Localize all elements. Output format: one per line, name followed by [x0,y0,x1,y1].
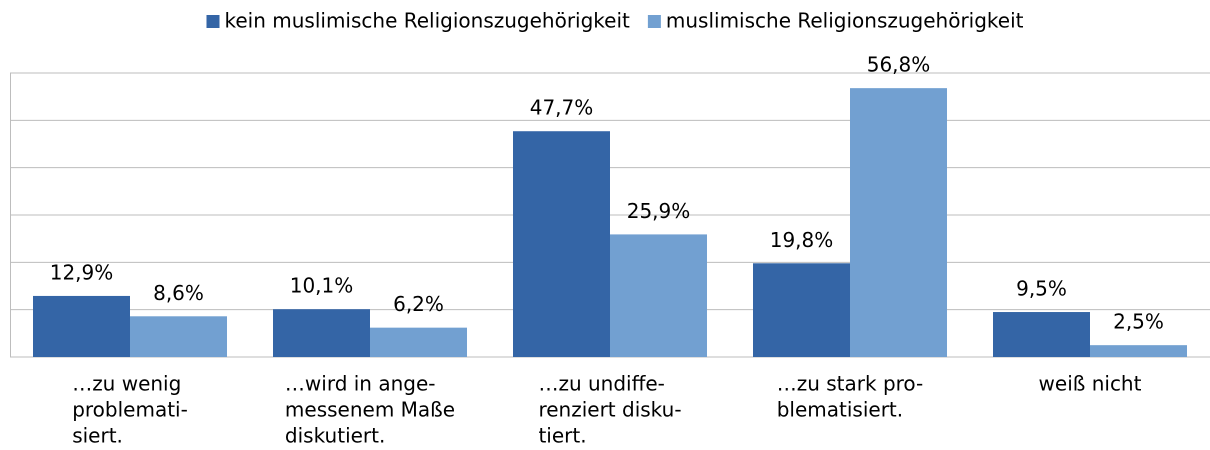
legend-label: muslimische Religionszugehörigkeit [666,9,1024,33]
value-label: 6,2% [393,292,444,316]
bar [1090,345,1187,357]
x-tick-label: siert. [72,424,123,448]
x-tick-label: …zu stark pro- [777,372,924,396]
value-label: 2,5% [1113,310,1164,334]
bar [753,263,850,357]
x-tick-label: weiß nicht [1039,372,1142,396]
x-tick-label: problemati- [72,398,188,422]
x-tick-label: …zu undiffe- [538,372,664,396]
value-label: 56,8% [867,53,931,77]
x-tick-label: diskutiert. [285,424,385,448]
value-label: 47,7% [530,96,594,120]
value-label: 10,1% [290,274,354,298]
legend-swatch [647,15,661,28]
x-tick-label: renziert disku- [538,398,681,422]
x-tick-label: tiert. [538,424,586,448]
value-label: 12,9% [50,260,114,284]
x-tick-label: messenem Maße [285,398,455,422]
value-label: 9,5% [1016,277,1067,301]
bar [273,309,370,357]
value-label: 19,8% [770,228,834,252]
bar [33,295,130,357]
bar [370,327,467,357]
x-tick-label: …zu wenig [72,372,181,396]
x-tick-label: …wird in ange- [285,372,436,396]
x-tick-label: blematisiert. [777,398,903,422]
bar [130,316,227,357]
bar [993,312,1090,357]
value-label: 25,9% [627,199,691,223]
bar [610,234,707,357]
bar [513,131,610,357]
legend-swatch [206,15,220,28]
value-label: 8,6% [153,281,204,305]
bar [850,88,947,357]
legend-label: kein muslimische Religionszugehörigkeit [224,9,630,33]
